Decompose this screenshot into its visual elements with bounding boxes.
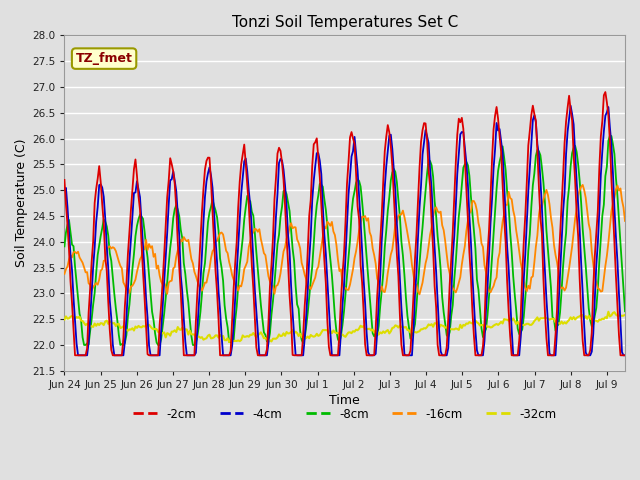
Text: TZ_fmet: TZ_fmet xyxy=(76,52,132,65)
Y-axis label: Soil Temperature (C): Soil Temperature (C) xyxy=(15,139,28,267)
X-axis label: Time: Time xyxy=(330,394,360,407)
Legend: -2cm, -4cm, -8cm, -16cm, -32cm: -2cm, -4cm, -8cm, -16cm, -32cm xyxy=(129,403,561,425)
Title: Tonzi Soil Temperatures Set C: Tonzi Soil Temperatures Set C xyxy=(232,15,458,30)
